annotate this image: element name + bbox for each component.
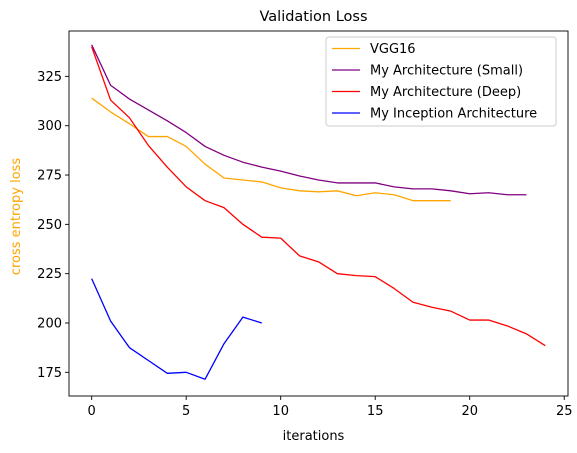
y-tick-label: 250	[37, 218, 62, 233]
chart-title: Validation Loss	[259, 9, 367, 25]
series-line-3	[91, 278, 262, 380]
x-tick-label: 0	[88, 404, 96, 419]
legend-label-1: My Architecture (Small)	[370, 64, 523, 79]
x-tick-label: 25	[556, 404, 573, 419]
series-line-2	[91, 46, 546, 347]
series-line-0	[91, 97, 451, 202]
axes-frame	[68, 30, 569, 397]
y-tick-label: 225	[37, 267, 62, 282]
x-tick-label: 5	[182, 404, 190, 419]
legend-label-3: My Inception Architecture	[370, 107, 537, 122]
plot-area	[91, 44, 546, 380]
y-tick-label: 300	[37, 119, 62, 134]
x-axis-label: iterations	[283, 429, 345, 444]
y-tick-label: 200	[37, 317, 62, 332]
y-tick-label: 175	[37, 366, 62, 381]
series-line-1	[91, 44, 527, 196]
legend: VGG16 My Architecture (Small) My Architect…	[325, 36, 557, 127]
legend-label-2: My Architecture (Deep)	[370, 85, 521, 100]
axis-ticks: 0 5 10 15 20 25 175 200 225 250 275 300 325	[37, 70, 572, 419]
x-tick-label: 20	[461, 404, 478, 419]
legend-label-0: VGG16	[370, 42, 416, 57]
y-tick-label: 325	[37, 70, 62, 85]
x-tick-label: 10	[272, 404, 289, 419]
y-axis-label: cross entropy loss	[9, 158, 24, 276]
x-tick-label: 15	[367, 404, 384, 419]
y-tick-label: 275	[37, 169, 62, 184]
legend-box	[325, 36, 557, 127]
